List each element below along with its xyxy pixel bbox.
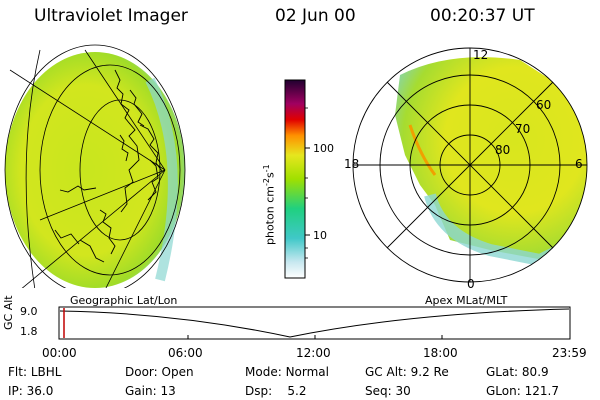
dsp-info: Dsp: 5.2	[245, 384, 307, 398]
colorbar-tick-10: 10	[313, 229, 327, 242]
mode-info: Mode: Normal	[245, 365, 329, 379]
seq-info: Seq: 30	[365, 384, 411, 398]
mlat-label-80: 80	[495, 143, 510, 157]
ip-info: IP: 36.0	[8, 384, 54, 398]
coastlines	[54, 69, 163, 263]
mlat-label-60: 60	[536, 98, 551, 112]
polar-mlat-mlt-panel: 12 6 0 18 60 70 80	[344, 47, 588, 290]
instrument-title: Ultraviolet Imager	[34, 6, 188, 26]
altitude-ytick-min: 1.8	[20, 325, 38, 338]
altitude-xtick-4: 23:59	[552, 346, 587, 360]
mlt-label-6: 6	[575, 157, 583, 171]
gcalt-info: GC Alt: 9.2 Re	[365, 365, 449, 379]
altitude-ytick-max: 9.0	[20, 305, 38, 318]
polar-grid	[352, 47, 588, 283]
mlt-label-18: 18	[344, 157, 359, 171]
altitude-xtick-2: 12:00	[296, 346, 331, 360]
altitude-plot	[58, 306, 571, 340]
door-info: Door: Open	[125, 365, 194, 379]
intensity-colorbar	[284, 79, 310, 279]
mlt-label-12: 12	[473, 48, 488, 62]
glon-info: GLon: 121.7	[486, 384, 559, 398]
gain-info: Gain: 13	[125, 384, 176, 398]
mlt-label-0: 0	[467, 277, 475, 290]
altitude-xtick-3: 18:00	[423, 346, 458, 360]
time-label: 00:20:37 UT	[430, 6, 535, 26]
colorbar-tick-100: 100	[313, 142, 334, 155]
apex-caption: Apex MLat/MLT	[425, 294, 508, 307]
glat-info: GLat: 80.9	[486, 365, 549, 379]
altitude-xtick-0: 00:00	[42, 346, 77, 360]
altitude-xtick-1: 06:00	[168, 346, 203, 360]
date-label: 02 Jun 00	[275, 6, 356, 26]
filter-info: Flt: LBHL	[8, 365, 62, 379]
lat-lon-grid	[4, 44, 186, 288]
altitude-curve	[59, 308, 570, 338]
mlat-label-70: 70	[515, 122, 530, 136]
auroral-emission	[395, 57, 587, 265]
geographic-image-panel	[4, 44, 186, 288]
geographic-caption: Geographic Lat/Lon	[70, 294, 178, 307]
